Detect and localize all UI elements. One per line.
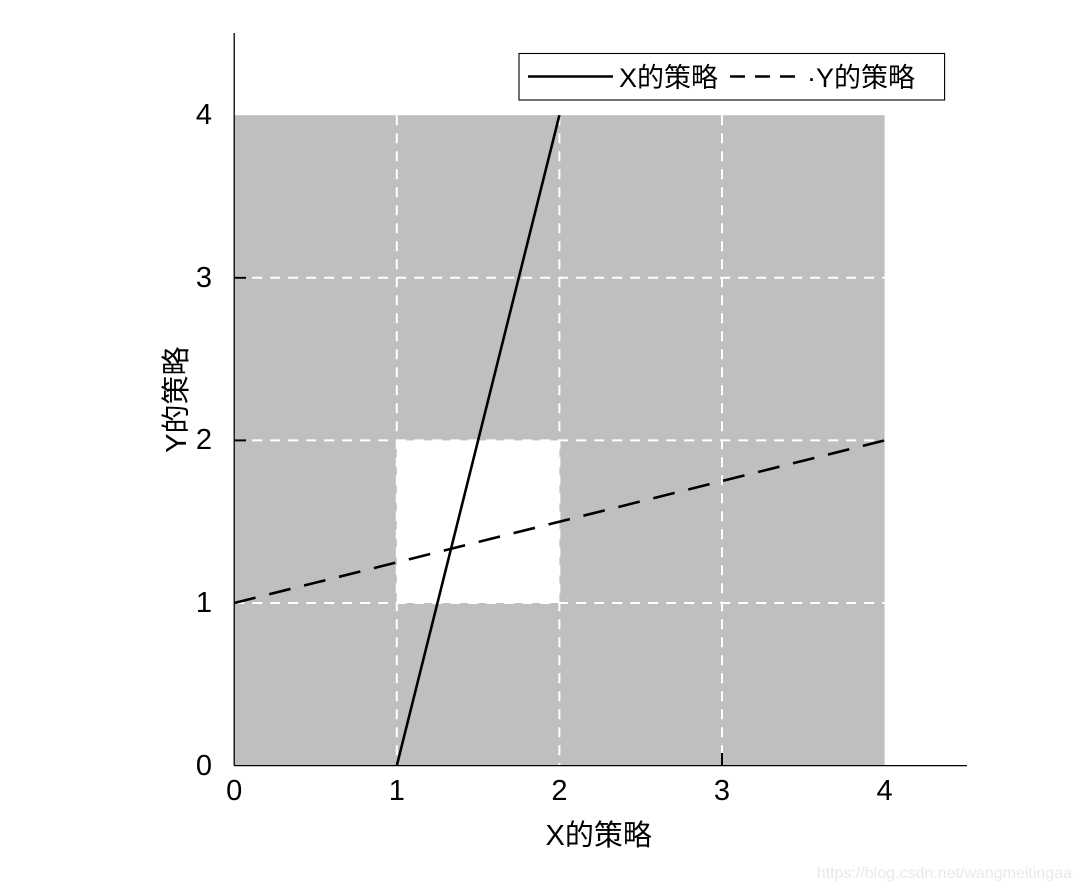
svg-text:2: 2 [196, 424, 212, 456]
svg-text:1: 1 [196, 587, 212, 619]
svg-text:X的策略: X的策略 [619, 63, 718, 93]
svg-text:4: 4 [196, 99, 212, 131]
svg-text:·Y的策略: ·Y的策略 [807, 63, 915, 93]
svg-text:4: 4 [877, 775, 893, 807]
svg-text:3: 3 [714, 775, 730, 807]
svg-text:2: 2 [551, 775, 567, 807]
svg-text:0: 0 [226, 775, 242, 807]
svg-text:Y的策略: Y的策略 [160, 346, 193, 452]
svg-text:X的策略: X的策略 [546, 819, 652, 852]
svg-text:1: 1 [389, 775, 405, 807]
svg-text:0: 0 [196, 750, 212, 782]
svg-text:3: 3 [196, 262, 212, 294]
